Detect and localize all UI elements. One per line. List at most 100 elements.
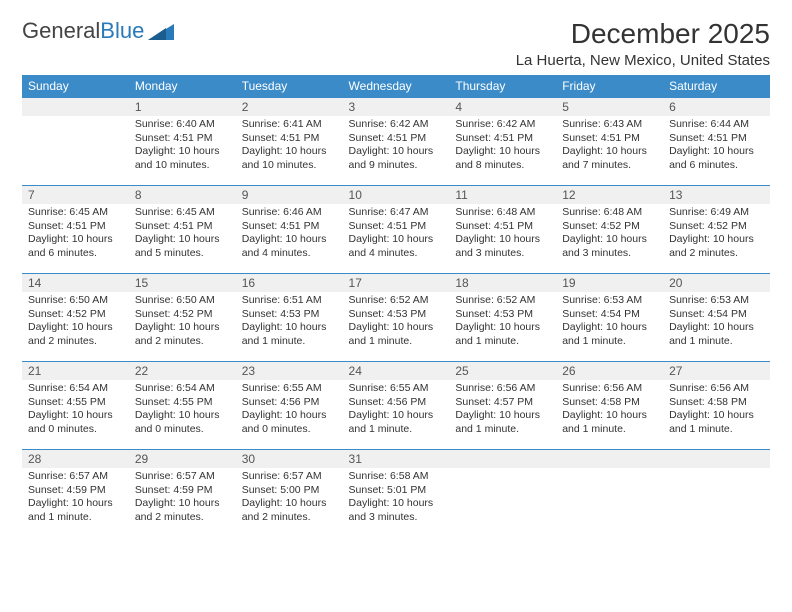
- calendar-day-cell: 11Sunrise: 6:48 AMSunset: 4:51 PMDayligh…: [449, 186, 556, 274]
- calendar-day-cell: 8Sunrise: 6:45 AMSunset: 4:51 PMDaylight…: [129, 186, 236, 274]
- calendar-day-cell: 13Sunrise: 6:49 AMSunset: 4:52 PMDayligh…: [663, 186, 770, 274]
- calendar-day-cell: 19Sunrise: 6:53 AMSunset: 4:54 PMDayligh…: [556, 274, 663, 362]
- day-details: Sunrise: 6:56 AMSunset: 4:58 PMDaylight:…: [556, 380, 663, 441]
- calendar-table: SundayMondayTuesdayWednesdayThursdayFrid…: [22, 75, 770, 538]
- calendar-day-cell: [556, 450, 663, 538]
- day-details: Sunrise: 6:53 AMSunset: 4:54 PMDaylight:…: [556, 292, 663, 353]
- calendar-day-cell: 31Sunrise: 6:58 AMSunset: 5:01 PMDayligh…: [343, 450, 450, 538]
- day-number: 5: [556, 98, 663, 116]
- calendar-day-cell: 15Sunrise: 6:50 AMSunset: 4:52 PMDayligh…: [129, 274, 236, 362]
- calendar-week-row: 7Sunrise: 6:45 AMSunset: 4:51 PMDaylight…: [22, 186, 770, 274]
- calendar-day-cell: 10Sunrise: 6:47 AMSunset: 4:51 PMDayligh…: [343, 186, 450, 274]
- calendar-day-cell: 9Sunrise: 6:46 AMSunset: 4:51 PMDaylight…: [236, 186, 343, 274]
- calendar-body: 1Sunrise: 6:40 AMSunset: 4:51 PMDaylight…: [22, 98, 770, 538]
- weekday-header: Friday: [556, 75, 663, 98]
- calendar-day-cell: 12Sunrise: 6:48 AMSunset: 4:52 PMDayligh…: [556, 186, 663, 274]
- calendar-day-cell: 17Sunrise: 6:52 AMSunset: 4:53 PMDayligh…: [343, 274, 450, 362]
- day-details: Sunrise: 6:46 AMSunset: 4:51 PMDaylight:…: [236, 204, 343, 265]
- brand-logo: GeneralBlue: [22, 18, 174, 44]
- day-number: 20: [663, 274, 770, 292]
- calendar-week-row: 28Sunrise: 6:57 AMSunset: 4:59 PMDayligh…: [22, 450, 770, 538]
- day-number: 28: [22, 450, 129, 468]
- day-number-empty: [22, 98, 129, 116]
- calendar-day-cell: 21Sunrise: 6:54 AMSunset: 4:55 PMDayligh…: [22, 362, 129, 450]
- day-number-empty: [449, 450, 556, 468]
- calendar-day-cell: 16Sunrise: 6:51 AMSunset: 4:53 PMDayligh…: [236, 274, 343, 362]
- calendar-day-cell: 3Sunrise: 6:42 AMSunset: 4:51 PMDaylight…: [343, 98, 450, 186]
- calendar-day-cell: 22Sunrise: 6:54 AMSunset: 4:55 PMDayligh…: [129, 362, 236, 450]
- weekday-header: Thursday: [449, 75, 556, 98]
- day-details: Sunrise: 6:55 AMSunset: 4:56 PMDaylight:…: [343, 380, 450, 441]
- day-details: Sunrise: 6:55 AMSunset: 4:56 PMDaylight:…: [236, 380, 343, 441]
- day-number: 6: [663, 98, 770, 116]
- calendar-day-cell: 14Sunrise: 6:50 AMSunset: 4:52 PMDayligh…: [22, 274, 129, 362]
- calendar-day-cell: 26Sunrise: 6:56 AMSunset: 4:58 PMDayligh…: [556, 362, 663, 450]
- brand-triangle-icon: [148, 22, 174, 40]
- day-number: 16: [236, 274, 343, 292]
- day-details: Sunrise: 6:56 AMSunset: 4:57 PMDaylight:…: [449, 380, 556, 441]
- day-number: 24: [343, 362, 450, 380]
- day-number: 17: [343, 274, 450, 292]
- day-details: Sunrise: 6:49 AMSunset: 4:52 PMDaylight:…: [663, 204, 770, 265]
- calendar-day-cell: 5Sunrise: 6:43 AMSunset: 4:51 PMDaylight…: [556, 98, 663, 186]
- day-details: Sunrise: 6:40 AMSunset: 4:51 PMDaylight:…: [129, 116, 236, 177]
- calendar-day-cell: 24Sunrise: 6:55 AMSunset: 4:56 PMDayligh…: [343, 362, 450, 450]
- day-number: 7: [22, 186, 129, 204]
- day-number-empty: [556, 450, 663, 468]
- day-details: Sunrise: 6:44 AMSunset: 4:51 PMDaylight:…: [663, 116, 770, 177]
- day-number: 27: [663, 362, 770, 380]
- calendar-week-row: 14Sunrise: 6:50 AMSunset: 4:52 PMDayligh…: [22, 274, 770, 362]
- day-details: Sunrise: 6:41 AMSunset: 4:51 PMDaylight:…: [236, 116, 343, 177]
- day-number: 30: [236, 450, 343, 468]
- calendar-day-cell: 20Sunrise: 6:53 AMSunset: 4:54 PMDayligh…: [663, 274, 770, 362]
- day-details: Sunrise: 6:43 AMSunset: 4:51 PMDaylight:…: [556, 116, 663, 177]
- calendar-week-row: 21Sunrise: 6:54 AMSunset: 4:55 PMDayligh…: [22, 362, 770, 450]
- day-details: Sunrise: 6:47 AMSunset: 4:51 PMDaylight:…: [343, 204, 450, 265]
- calendar-day-cell: 30Sunrise: 6:57 AMSunset: 5:00 PMDayligh…: [236, 450, 343, 538]
- day-number: 15: [129, 274, 236, 292]
- day-details: Sunrise: 6:48 AMSunset: 4:52 PMDaylight:…: [556, 204, 663, 265]
- calendar-day-cell: 23Sunrise: 6:55 AMSunset: 4:56 PMDayligh…: [236, 362, 343, 450]
- day-details: Sunrise: 6:45 AMSunset: 4:51 PMDaylight:…: [22, 204, 129, 265]
- day-details: Sunrise: 6:50 AMSunset: 4:52 PMDaylight:…: [22, 292, 129, 353]
- day-number: 25: [449, 362, 556, 380]
- day-details: Sunrise: 6:42 AMSunset: 4:51 PMDaylight:…: [449, 116, 556, 177]
- day-number: 22: [129, 362, 236, 380]
- day-number: 21: [22, 362, 129, 380]
- day-number: 9: [236, 186, 343, 204]
- day-details: Sunrise: 6:48 AMSunset: 4:51 PMDaylight:…: [449, 204, 556, 265]
- weekday-header: Sunday: [22, 75, 129, 98]
- day-details: Sunrise: 6:57 AMSunset: 4:59 PMDaylight:…: [22, 468, 129, 529]
- day-details: Sunrise: 6:56 AMSunset: 4:58 PMDaylight:…: [663, 380, 770, 441]
- day-details: Sunrise: 6:54 AMSunset: 4:55 PMDaylight:…: [129, 380, 236, 441]
- weekday-header: Saturday: [663, 75, 770, 98]
- calendar-day-cell: 7Sunrise: 6:45 AMSunset: 4:51 PMDaylight…: [22, 186, 129, 274]
- day-details: Sunrise: 6:57 AMSunset: 5:00 PMDaylight:…: [236, 468, 343, 529]
- day-details: Sunrise: 6:45 AMSunset: 4:51 PMDaylight:…: [129, 204, 236, 265]
- day-number: 29: [129, 450, 236, 468]
- day-number: 26: [556, 362, 663, 380]
- calendar-day-cell: 28Sunrise: 6:57 AMSunset: 4:59 PMDayligh…: [22, 450, 129, 538]
- day-number: 18: [449, 274, 556, 292]
- calendar-day-cell: 6Sunrise: 6:44 AMSunset: 4:51 PMDaylight…: [663, 98, 770, 186]
- calendar-day-cell: [22, 98, 129, 186]
- day-number-empty: [663, 450, 770, 468]
- day-details: Sunrise: 6:52 AMSunset: 4:53 PMDaylight:…: [449, 292, 556, 353]
- calendar-day-cell: [449, 450, 556, 538]
- day-number: 12: [556, 186, 663, 204]
- title-block: December 2025 La Huerta, New Mexico, Uni…: [516, 18, 770, 69]
- day-details: Sunrise: 6:53 AMSunset: 4:54 PMDaylight:…: [663, 292, 770, 353]
- day-number: 3: [343, 98, 450, 116]
- month-title: December 2025: [516, 18, 770, 50]
- weekday-header: Wednesday: [343, 75, 450, 98]
- day-number: 1: [129, 98, 236, 116]
- calendar-day-cell: 1Sunrise: 6:40 AMSunset: 4:51 PMDaylight…: [129, 98, 236, 186]
- day-details: Sunrise: 6:58 AMSunset: 5:01 PMDaylight:…: [343, 468, 450, 529]
- weekday-header: Tuesday: [236, 75, 343, 98]
- page-header: GeneralBlue December 2025 La Huerta, New…: [22, 18, 770, 69]
- day-number: 10: [343, 186, 450, 204]
- day-number: 4: [449, 98, 556, 116]
- calendar-day-cell: 27Sunrise: 6:56 AMSunset: 4:58 PMDayligh…: [663, 362, 770, 450]
- day-number: 13: [663, 186, 770, 204]
- calendar-day-cell: 2Sunrise: 6:41 AMSunset: 4:51 PMDaylight…: [236, 98, 343, 186]
